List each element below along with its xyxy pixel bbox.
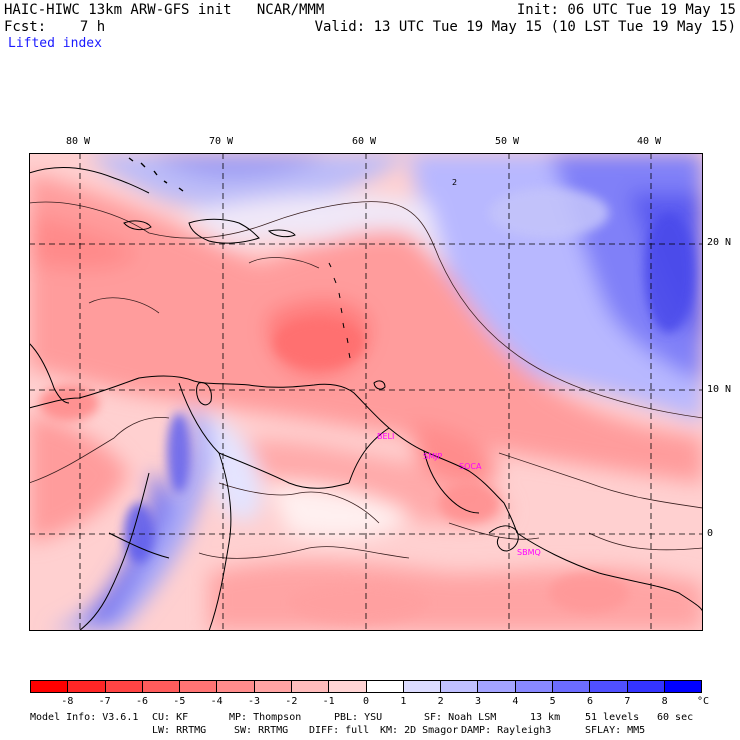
colorbar-tick-label: -4	[211, 696, 223, 707]
colorbar-tick-label: 8	[662, 696, 668, 707]
vertical-levels: 51 levels	[585, 712, 639, 723]
model-info: Model Info: V3.6.1	[30, 712, 138, 723]
lat-label-20n: 20 N	[707, 237, 731, 248]
colorbar-tick-label: 5	[550, 696, 556, 707]
colorbar-tick-label: -3	[248, 696, 260, 707]
resolution: 13 km	[530, 712, 560, 723]
lat-label-0: 0	[707, 528, 713, 539]
init-time: Init: 06 UTC Tue 19 May 15	[517, 2, 736, 18]
surface-layer-scheme: SFLAY: MM5	[585, 725, 645, 736]
colorbar-segment	[441, 681, 478, 692]
colorbar-unit: °C	[697, 696, 709, 707]
lon-label-80w: 80 W	[66, 136, 90, 147]
colorbar-tick-label: -2	[285, 696, 297, 707]
colorbar-segment	[180, 681, 217, 692]
colorbar-segment	[31, 681, 68, 692]
damping-option: DAMP: Rayleigh3	[461, 725, 551, 736]
station-soca: SOCA	[459, 462, 482, 471]
pbl-scheme: PBL: YSU	[334, 712, 382, 723]
time-step: 60 sec	[657, 712, 693, 723]
colorbar-segment	[590, 681, 627, 692]
km-option: KM: 2D Smagor	[380, 725, 458, 736]
colorbar-tick-label: 2	[438, 696, 444, 707]
colorbar-tick-label: 1	[400, 696, 406, 707]
colorbar-tick-label: 7	[624, 696, 630, 707]
colorbar-tick-label: 6	[587, 696, 593, 707]
lon-label-70w: 70 W	[209, 136, 233, 147]
microphysics-scheme: MP: Thompson	[229, 712, 301, 723]
colorbar-tick-label: 0	[363, 696, 369, 707]
colorbar-segment	[68, 681, 105, 692]
colorbar-segment	[516, 681, 553, 692]
station-beli: BELI	[377, 432, 394, 441]
lon-label-40w: 40 W	[637, 136, 661, 147]
forecast-hour: Fcst: 7 h	[4, 19, 105, 35]
colorbar-segment	[628, 681, 665, 692]
colorbar-tick-label: -1	[323, 696, 335, 707]
valid-time: Valid: 13 UTC Tue 19 May 15 (10 LST Tue …	[315, 19, 736, 35]
colorbar-tick-label: -6	[136, 696, 148, 707]
run-title: HAIC-HIWC 13km ARW-GFS init NCAR/MMM	[4, 2, 324, 18]
lat-label-10n: 10 N	[707, 384, 731, 395]
colorbar-segment	[404, 681, 441, 692]
colorbar-tick-label: -7	[99, 696, 111, 707]
station-smjp: SMJP	[423, 452, 442, 461]
colorbar-segment	[217, 681, 254, 692]
field-name: Lifted index	[8, 36, 102, 51]
lifted-index-map: 2 BELI SMJP SOCA SBMQ	[29, 153, 703, 631]
shortwave-scheme: SW: RRTMG	[234, 725, 288, 736]
longwave-scheme: LW: RRTMG	[152, 725, 206, 736]
colorbar-segment	[143, 681, 180, 692]
colorbar-segment	[106, 681, 143, 692]
diffusion-option: DIFF: full	[309, 725, 369, 736]
colorbar-segment	[478, 681, 515, 692]
colorbar-segment	[255, 681, 292, 692]
colorbar-tick-label: -8	[61, 696, 73, 707]
colorbar-segment	[367, 681, 404, 692]
colorbar-tick-label: 4	[512, 696, 518, 707]
colorbar-tick-label: -5	[173, 696, 185, 707]
cumulus-scheme: CU: KF	[152, 712, 188, 723]
colorbar-segment	[292, 681, 329, 692]
surface-scheme: SF: Noah LSM	[424, 712, 496, 723]
colorbar-segment	[329, 681, 366, 692]
colorbar-segment	[665, 681, 701, 692]
station-sbmq: SBMQ	[517, 548, 541, 557]
contour-label: 2	[452, 178, 457, 187]
colorbar-segment	[553, 681, 590, 692]
lon-label-60w: 60 W	[352, 136, 376, 147]
colorbar	[30, 680, 702, 693]
lon-label-50w: 50 W	[495, 136, 519, 147]
colorbar-tick-label: 3	[475, 696, 481, 707]
